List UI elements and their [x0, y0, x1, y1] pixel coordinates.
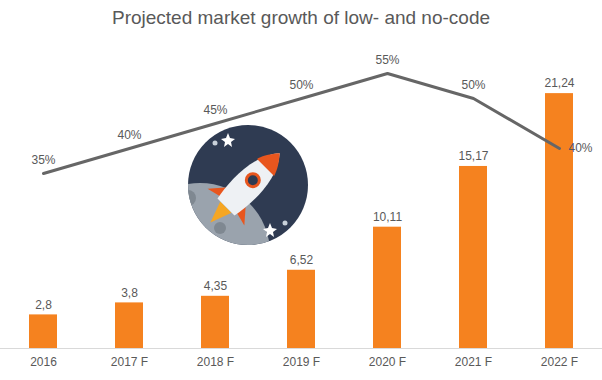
- svg-text:40%: 40%: [117, 128, 141, 142]
- svg-text:10,11: 10,11: [373, 210, 402, 224]
- html-text:Projected market growth of low: Projected market growth of low- and no-c…: [112, 7, 490, 28]
- svg-text:2020 F: 2020 F: [369, 355, 406, 369]
- svg-text:2017 F: 2017 F: [111, 355, 148, 369]
- svg-text:2,8: 2,8: [35, 298, 52, 312]
- svg-text:40%: 40%: [569, 141, 593, 155]
- svg-text:21,24: 21,24: [544, 76, 574, 90]
- svg-text:35%: 35%: [31, 153, 55, 167]
- svg-text:2016: 2016: [30, 355, 57, 369]
- svg-text:4,35: 4,35: [204, 279, 228, 293]
- svg-text:50%: 50%: [461, 78, 485, 92]
- svg-text:3,8: 3,8: [121, 286, 138, 300]
- svg-text:2019 F: 2019 F: [283, 355, 320, 369]
- svg-text:50%: 50%: [289, 78, 313, 92]
- svg-text:2022 F: 2022 F: [541, 355, 578, 369]
- svg-text:45%: 45%: [203, 103, 227, 117]
- svg-text:2021 F: 2021 F: [455, 355, 492, 369]
- svg-text:6,52: 6,52: [290, 253, 314, 267]
- svg-text:2018 F: 2018 F: [197, 355, 234, 369]
- svg-text:55%: 55%: [375, 53, 399, 67]
- svg-text:15,17: 15,17: [458, 149, 488, 163]
